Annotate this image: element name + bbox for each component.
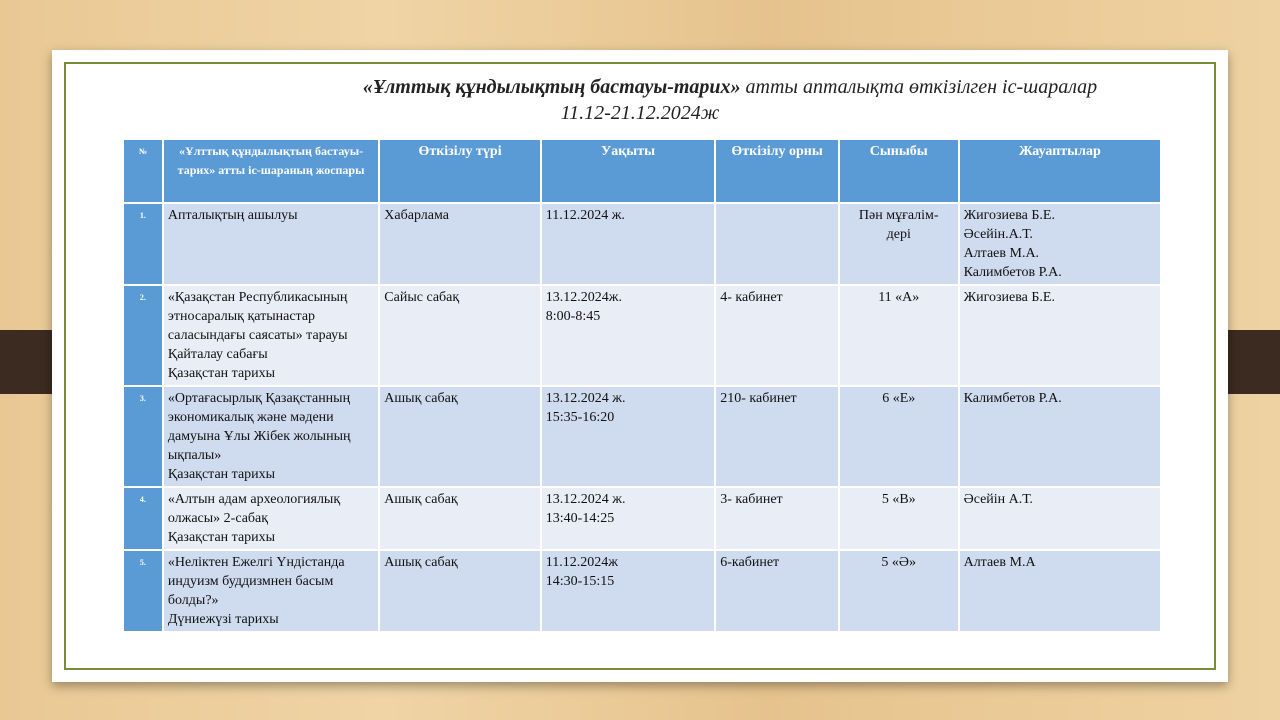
event-responsible: Алтаев М.А	[957, 549, 1163, 633]
table-row: 3. «Ортағасырлық Қазақстанның экономикалы…	[122, 385, 1163, 488]
row-number: 4.	[122, 486, 164, 551]
event-plan: «Неліктен Ежелгі Үндістанда индуизм будд…	[161, 549, 381, 633]
event-responsible: Жигозиева Б.Е.	[957, 284, 1163, 387]
page-title: «Ұлттық құндылықтың бастауы-тарих» атты …	[52, 74, 1228, 126]
event-type: Хабарлама	[378, 202, 542, 286]
header-type: Өткізілу түрі	[378, 138, 542, 204]
header-responsible: Жауаптылар	[957, 138, 1163, 204]
title-bold: «Ұлттық құндылықтың бастауы-тарих»	[362, 76, 741, 98]
event-plan: Апталықтың ашылуы	[161, 202, 381, 286]
event-time: 11.12.2024ж 14:30-15:15	[539, 549, 717, 633]
event-class: 5 «В»	[837, 486, 960, 551]
events-table: № «Ұлттық құндылықтың бастауы-тарих» атт…	[122, 138, 1163, 633]
event-class: Пән мұғалім- дері	[837, 202, 960, 286]
event-type: Ашық сабақ	[378, 549, 542, 633]
event-time: 11.12.2024 ж.	[539, 202, 717, 286]
header-place: Өткізілу орны	[714, 138, 840, 204]
event-plan: «Алтын адам археологиялық олжасы» 2-саба…	[161, 486, 381, 551]
table-row: 4. «Алтын адам археологиялық олжасы» 2-са…	[122, 486, 1163, 551]
event-place: 3- кабинет	[714, 486, 840, 551]
event-class: 6 «Е»	[837, 385, 960, 488]
header-number: №	[122, 138, 164, 204]
event-type: Ашық сабақ	[378, 486, 542, 551]
table-row: 5. «Неліктен Ежелгі Үндістанда индуизм бу…	[122, 549, 1163, 633]
header-time: Уақыты	[539, 138, 717, 204]
row-number: 3.	[122, 385, 164, 488]
header-row: № «Ұлттық құндылықтың бастауы-тарих» атт…	[122, 138, 1163, 204]
row-number: 5.	[122, 549, 164, 633]
row-number: 1.	[122, 202, 164, 286]
header-class: Сыныбы	[837, 138, 960, 204]
event-place: 210- кабинет	[714, 385, 840, 488]
table-row: 2. «Қазақстан Республикасының этносаралық…	[122, 284, 1163, 387]
slide: «Ұлттық құндылықтың бастауы-тарих» атты …	[52, 50, 1228, 682]
event-class: 11 «А»	[837, 284, 960, 387]
table-row: 1. Апталықтың ашылуы Хабарлама 11.12.2024 ж…	[122, 202, 1163, 286]
event-responsible: Әсейін А.Т.	[957, 486, 1163, 551]
title-rest: атты апталықта өткізілген іс-шаралар	[740, 76, 1098, 98]
event-class: 5 «Ә»	[837, 549, 960, 633]
event-responsible: Калимбетов Р.А.	[957, 385, 1163, 488]
event-place: 4- кабинет	[714, 284, 840, 387]
event-type: Ашық сабақ	[378, 385, 542, 488]
event-plan: «Қазақстан Республикасының этносаралық қ…	[161, 284, 381, 387]
event-responsible: Жигозиева Б.Е. Әсейін.А.Т. Алтаев М.А. К…	[957, 202, 1163, 286]
row-number: 2.	[122, 284, 164, 387]
slide-frame	[64, 62, 1216, 670]
event-place: 6-кабинет	[714, 549, 840, 633]
left-decor-strip	[0, 330, 52, 394]
title-dates: 11.12-21.12.2024ж	[560, 102, 720, 124]
event-time: 13.12.2024ж. 8:00-8:45	[539, 284, 717, 387]
event-type: Сайыс сабақ	[378, 284, 542, 387]
event-time: 13.12.2024 ж. 13:40-14:25	[539, 486, 717, 551]
event-place	[714, 202, 840, 286]
header-plan: «Ұлттық құндылықтың бастауы-тарих» атты …	[161, 138, 381, 204]
event-time: 13.12.2024 ж. 15:35-16:20	[539, 385, 717, 488]
event-plan: «Ортағасырлық Қазақстанның экономикалық …	[161, 385, 381, 488]
